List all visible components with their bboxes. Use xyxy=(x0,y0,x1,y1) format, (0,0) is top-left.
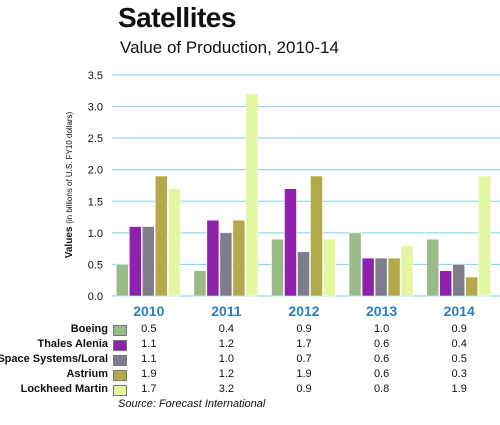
data-label: 0.5 xyxy=(141,323,157,335)
data-label: 0.9 xyxy=(296,323,312,335)
data-label: 0.9 xyxy=(451,323,467,335)
y-tick-label: 3.0 xyxy=(88,102,103,114)
bar xyxy=(142,226,155,297)
data-label: 1.0 xyxy=(218,353,235,365)
data-label: 1.2 xyxy=(218,338,235,350)
bar xyxy=(361,257,375,297)
table-row: Space Systems/Loral 1.1 1.0 0.7 0.6 0.5 xyxy=(0,352,500,367)
x-category-label: 2010 xyxy=(133,303,164,319)
bar xyxy=(387,257,401,297)
data-label: 1.7 xyxy=(296,338,312,350)
x-category-label: 2014 xyxy=(444,303,475,319)
data-label: 0.6 xyxy=(373,353,390,365)
bar xyxy=(310,175,323,297)
legend-swatch xyxy=(113,340,127,351)
data-label: 0.6 xyxy=(373,338,390,350)
x-category-label: 2011 xyxy=(211,303,242,319)
series-name: Thales Alenia xyxy=(37,338,108,350)
bar xyxy=(219,232,233,297)
bar xyxy=(206,219,220,297)
bar-chart: 0.0 0.5 1.0 1.5 2.0 2.5 3.0 3.5 Values (in billi… xyxy=(64,70,500,319)
chart-subtitle: Value of Production, 2010-14 xyxy=(120,38,339,57)
data-label: 0.7 xyxy=(296,353,312,365)
y-tick-label: 0.5 xyxy=(88,259,103,271)
bar xyxy=(129,226,142,297)
data-label: 1.7 xyxy=(141,383,157,395)
bar xyxy=(465,276,478,297)
bar xyxy=(426,238,439,297)
data-label: 1.0 xyxy=(373,323,390,335)
y-tick-label: 3.5 xyxy=(88,70,103,82)
legend-swatch xyxy=(113,385,127,396)
bar xyxy=(374,257,388,297)
source-note: Source: Forecast International xyxy=(118,398,266,410)
legend-swatch xyxy=(113,325,127,336)
y-tick-label: 2.0 xyxy=(88,165,103,177)
bar xyxy=(439,270,452,297)
chart-title: Satellites xyxy=(118,2,236,33)
data-label: 0.3 xyxy=(451,368,467,380)
data-label: 0.5 xyxy=(451,353,467,365)
table-row: Boeing 0.5 0.4 0.9 1.0 0.9 xyxy=(0,322,500,337)
data-label: 0.4 xyxy=(218,323,235,335)
bar xyxy=(193,270,207,297)
series-name: Astrium xyxy=(66,368,108,380)
x-category-label: 2012 xyxy=(288,303,319,319)
legend-swatch xyxy=(113,370,127,381)
y-tick-label: 2.5 xyxy=(88,133,103,145)
bar xyxy=(245,93,259,297)
bar xyxy=(271,238,284,297)
legend-swatch xyxy=(113,355,127,366)
bar xyxy=(232,219,246,297)
series-name: Boeing xyxy=(70,323,108,335)
data-label: 0.6 xyxy=(373,368,390,380)
data-label: 3.2 xyxy=(218,383,235,395)
data-label: 0.4 xyxy=(451,338,467,350)
series-name: Space Systems/Loral xyxy=(0,353,108,365)
y-axis-label: Values (in billions of U.S. FY10 dollars… xyxy=(64,111,75,258)
data-label: 1.1 xyxy=(141,353,157,365)
table-row: Astrium 1.9 1.2 1.9 0.6 0.3 xyxy=(0,367,500,382)
table-row: Thales Alenia 1.1 1.2 1.7 0.6 0.4 xyxy=(0,337,500,352)
data-label: 1.9 xyxy=(141,368,157,380)
data-label: 1.9 xyxy=(451,383,467,395)
data-label: 1.1 xyxy=(141,338,157,350)
y-tick-label: 1.5 xyxy=(88,196,103,208)
bar xyxy=(478,175,491,297)
bar xyxy=(400,245,414,297)
bar xyxy=(323,238,336,297)
data-label: 1.9 xyxy=(296,368,312,380)
series-name: Lockheed Martin xyxy=(20,383,108,395)
bar xyxy=(348,232,362,297)
bar xyxy=(452,264,465,297)
table-row: Lockheed Martin 1.7 3.2 0.9 0.8 1.9 xyxy=(0,382,500,397)
bar xyxy=(155,175,168,297)
bar xyxy=(297,251,310,297)
y-tick-label: 0.0 xyxy=(88,291,103,303)
x-category-label: 2013 xyxy=(366,303,397,319)
data-label: 0.8 xyxy=(373,383,390,395)
bar xyxy=(168,188,181,297)
bar xyxy=(116,264,129,297)
bar xyxy=(284,188,297,297)
y-tick-label: 1.0 xyxy=(88,228,103,240)
data-label: 1.2 xyxy=(218,368,235,380)
data-label: 0.9 xyxy=(296,383,312,395)
